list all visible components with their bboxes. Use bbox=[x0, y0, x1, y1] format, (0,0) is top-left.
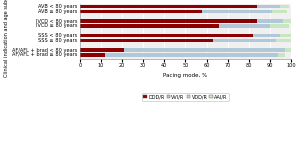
Bar bbox=[272, 10, 287, 13]
X-axis label: Pacing mode, %: Pacing mode, % bbox=[164, 73, 208, 78]
Bar bbox=[285, 48, 291, 52]
Bar bbox=[257, 19, 283, 23]
Y-axis label: Clinical indication and age subgroup: Clinical indication and age subgroup bbox=[4, 0, 9, 77]
Bar bbox=[280, 5, 289, 8]
Bar bbox=[80, 5, 257, 8]
Bar bbox=[278, 53, 285, 57]
Bar bbox=[276, 39, 291, 42]
Bar bbox=[219, 24, 270, 28]
Bar bbox=[202, 10, 272, 13]
Bar bbox=[213, 39, 276, 42]
Bar bbox=[80, 39, 213, 42]
Bar bbox=[124, 48, 285, 52]
Bar bbox=[253, 34, 280, 37]
Bar bbox=[283, 19, 291, 23]
Bar bbox=[80, 34, 253, 37]
Bar bbox=[80, 24, 219, 28]
Bar bbox=[80, 48, 124, 52]
Bar bbox=[280, 34, 291, 37]
Bar bbox=[270, 24, 289, 28]
Bar bbox=[105, 53, 278, 57]
Bar bbox=[80, 53, 105, 57]
Bar bbox=[257, 5, 280, 8]
Bar bbox=[80, 10, 202, 13]
Legend: DDD/R, VVI/R, VDD/R, AAI/R: DDD/R, VVI/R, VDD/R, AAI/R bbox=[142, 93, 229, 101]
Bar bbox=[80, 19, 257, 23]
